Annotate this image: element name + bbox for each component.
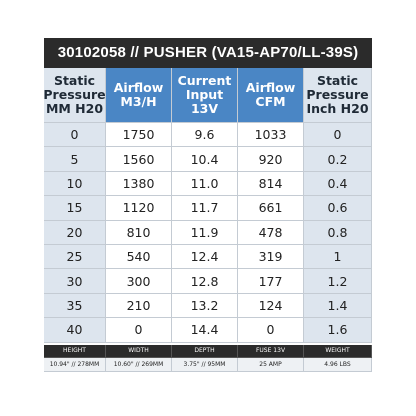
table-cell: 11.7: [172, 196, 238, 221]
table-cell: 20: [44, 220, 106, 245]
header-line: Input: [185, 87, 224, 102]
table-cell: 478: [238, 220, 304, 245]
table-cell: 1560: [106, 147, 172, 172]
table-cell: 1380: [106, 171, 172, 197]
header-line: CFM: [255, 94, 286, 109]
table-cell: 1120: [106, 196, 172, 221]
title-bar: 30102058 // PUSHER (VA15-AP70/LL-39S): [44, 38, 372, 68]
header-cell: Airflow M3/H: [106, 68, 172, 123]
table-cell: 5: [44, 147, 106, 172]
spec-label: HEIGHT: [44, 344, 106, 358]
table-cell: 810: [106, 220, 172, 245]
header-line: Airflow: [245, 80, 296, 95]
table-cell: 920: [238, 147, 304, 172]
spec-label: WIDTH: [106, 344, 172, 358]
header-cell: Airflow CFM: [238, 68, 304, 123]
table-cell: 0.6: [304, 196, 372, 221]
spec-value: 3.75" // 95MM: [172, 357, 238, 372]
spec-value: 10.60" // 269MM: [106, 357, 172, 372]
spec-label: WEIGHT: [304, 344, 372, 358]
table-cell: 1: [304, 244, 372, 270]
table-cell: 10.4: [172, 147, 238, 172]
table-cell: 540: [106, 244, 172, 270]
spec-sheet: 30102058 // PUSHER (VA15-AP70/LL-39S) St…: [43, 38, 372, 372]
table-cell: 0.4: [304, 171, 372, 197]
header-line: Airflow: [113, 80, 164, 95]
spec-label: DEPTH: [172, 344, 238, 358]
table-cell: 210: [106, 293, 172, 319]
table-cell: 10: [44, 171, 106, 197]
dimensions-table: HEIGHT WIDTH DEPTH FUSE 13V WEIGHT 10.94" // …: [44, 344, 372, 372]
table-cell: 35: [44, 293, 106, 319]
table-cell: 1.4: [304, 293, 372, 319]
table-cell: 124: [238, 293, 304, 319]
table-cell: 319: [238, 244, 304, 270]
table-cell: 1750: [106, 123, 172, 148]
header-line: Static: [316, 73, 359, 88]
table-cell: 11.9: [172, 220, 238, 245]
table-cell: 1.2: [304, 269, 372, 294]
table-cell: 12.8: [172, 269, 238, 294]
header-cell: Static Pressure MM H20: [43, 68, 106, 123]
header-line: Static: [53, 73, 96, 88]
header-line: Current: [177, 73, 232, 88]
table-cell: 0: [44, 123, 106, 148]
header-line: M3/H: [120, 94, 157, 109]
table-cell: 30: [44, 269, 106, 294]
table-cell: 9.6: [172, 123, 238, 148]
spec-value: 10.94" // 278MM: [44, 357, 106, 372]
table-cell: 300: [106, 269, 172, 294]
table-cell: 13.2: [172, 293, 238, 319]
header-cell: Current Input 13V: [172, 68, 238, 123]
table-cell: 40: [44, 318, 106, 343]
table-cell: 0: [238, 318, 304, 343]
table-cell: 0.2: [304, 147, 372, 172]
header-cell: Static Pressure Inch H20: [304, 68, 372, 123]
spec-label: FUSE 13V: [238, 344, 304, 358]
table-cell: 12.4: [172, 244, 238, 270]
table-cell: 1.6: [304, 318, 372, 343]
table-cell: 1033: [238, 123, 304, 148]
table-cell: 177: [238, 269, 304, 294]
header-line: Inch H20: [306, 101, 369, 116]
spec-value: 4.96 LBS: [304, 357, 372, 372]
header-line: Pressure: [43, 87, 106, 102]
table-cell: 661: [238, 196, 304, 221]
header-line: MM H20: [45, 101, 104, 116]
header-line: Pressure: [306, 87, 369, 102]
table-cell: 25: [44, 244, 106, 270]
table-cell: 0: [304, 123, 372, 148]
header-line: 13V: [190, 101, 219, 116]
spec-value: 25 AMP: [238, 357, 304, 372]
table-cell: 14.4: [172, 318, 238, 343]
table-cell: 0.8: [304, 220, 372, 245]
table-cell: 814: [238, 171, 304, 197]
table-cell: 11.0: [172, 171, 238, 197]
table-cell: 15: [44, 196, 106, 221]
table-cell: 0: [106, 318, 172, 343]
performance-table: Static Pressure MM H20 Airflow M3/H Current In…: [43, 68, 372, 343]
